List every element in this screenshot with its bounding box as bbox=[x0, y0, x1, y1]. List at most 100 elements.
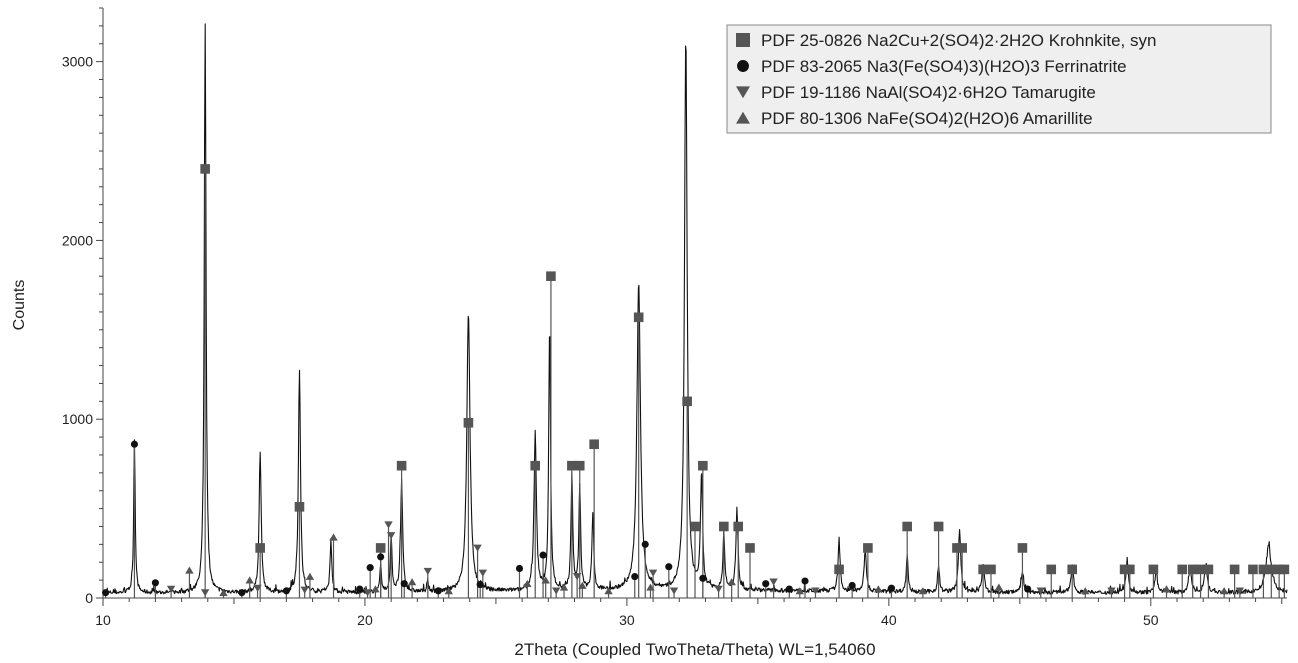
marker-triangle-up bbox=[541, 576, 550, 584]
y-tick-label: 1000 bbox=[62, 411, 93, 427]
marker-triangle-down bbox=[300, 586, 309, 594]
y-tick-label: 3000 bbox=[62, 54, 93, 70]
marker-square bbox=[1279, 564, 1290, 575]
marker-square bbox=[698, 460, 708, 471]
marker-circle bbox=[801, 577, 809, 585]
marker-square bbox=[1274, 564, 1284, 575]
marker-triangle-down bbox=[423, 567, 433, 575]
marker-square bbox=[255, 543, 265, 553]
marker-circle bbox=[539, 551, 547, 559]
marker-square bbox=[1119, 564, 1130, 575]
marker-square bbox=[733, 521, 744, 532]
legend-label: PDF 25-0826 Na2Cu+2(SO4)2·2H2O Krohnkite… bbox=[761, 31, 1156, 50]
marker-square bbox=[957, 543, 967, 553]
marker-square bbox=[690, 521, 700, 532]
marker-triangle-up bbox=[1162, 585, 1171, 593]
marker-circle bbox=[515, 564, 524, 573]
marker-triangle-up bbox=[604, 587, 613, 595]
legend-item: PDF 25-0826 Na2Cu+2(SO4)2·2H2O Krohnkite… bbox=[736, 31, 1156, 50]
y-tick-label: 0 bbox=[85, 590, 93, 606]
marker-triangle-up bbox=[371, 585, 380, 593]
marker-triangle-down bbox=[669, 587, 679, 595]
marker-square bbox=[682, 396, 692, 407]
marker-triangle-down bbox=[473, 544, 482, 552]
legend-item: PDF 80-1306 NaFe(SO4)2(H2O)6 Amarillite bbox=[736, 109, 1093, 128]
legend: PDF 25-0826 Na2Cu+2(SO4)2·2H2O Krohnkite… bbox=[726, 24, 1272, 134]
marker-square bbox=[1266, 564, 1277, 575]
y-axis-label: Counts bbox=[11, 280, 28, 331]
marker-triangle-down bbox=[386, 532, 396, 540]
marker-square bbox=[978, 564, 988, 575]
legend-label: PDF 19-1186 NaAl(SO4)2·6H2O Tamarugite bbox=[761, 83, 1096, 102]
marker-circle bbox=[282, 587, 290, 595]
marker-circle bbox=[848, 581, 856, 590]
marker-triangle-down bbox=[1107, 587, 1116, 595]
marker-triangle-up bbox=[874, 585, 883, 593]
marker-circle bbox=[434, 587, 442, 595]
marker-triangle-up bbox=[245, 576, 254, 584]
marker-triangle-up bbox=[407, 578, 417, 586]
marker-triangle-down bbox=[478, 569, 488, 577]
x-tick-label: 50 bbox=[1143, 612, 1159, 628]
marker-triangle-up bbox=[305, 572, 315, 580]
marker-triangle-down bbox=[253, 584, 262, 592]
y-ticks: 0 1000 2000 3000 bbox=[62, 7, 103, 606]
x-axis-label: 2Theta (Coupled TwoTheta/Theta) WL=1,540… bbox=[514, 640, 875, 659]
marker-square bbox=[1203, 564, 1214, 575]
marker-square bbox=[396, 460, 407, 471]
marker-circle bbox=[641, 540, 649, 548]
marker-circle bbox=[356, 585, 364, 593]
legend-item: PDF 83-2065 Na3(Fe(SO4)3)(H2O)3 Ferrinat… bbox=[737, 57, 1127, 76]
marker-circle bbox=[366, 564, 374, 572]
marker-square bbox=[1248, 564, 1258, 575]
marker-square bbox=[200, 164, 210, 174]
marker-square bbox=[567, 460, 577, 471]
marker-triangle-down bbox=[714, 585, 723, 593]
legend-marker-circle bbox=[737, 60, 749, 72]
marker-square bbox=[1067, 564, 1078, 575]
marker-square bbox=[986, 564, 996, 575]
marker-triangle-up bbox=[523, 579, 532, 588]
marker-circle bbox=[699, 574, 707, 582]
x-tick-label: 30 bbox=[619, 612, 635, 628]
reference-markers bbox=[102, 164, 1290, 597]
marker-triangle-up bbox=[727, 578, 736, 586]
marker-triangle-up bbox=[1081, 587, 1090, 595]
marker-triangle-up bbox=[329, 533, 338, 541]
marker-circle bbox=[785, 585, 793, 593]
marker-circle bbox=[887, 584, 896, 592]
marker-triangle-up bbox=[646, 583, 655, 591]
marker-triangle-up bbox=[185, 566, 194, 574]
marker-square bbox=[1046, 564, 1057, 575]
marker-circle bbox=[400, 580, 408, 588]
marker-triangle-up bbox=[795, 587, 804, 595]
marker-triangle-down bbox=[811, 587, 820, 595]
marker-triangle-down bbox=[363, 589, 372, 597]
legend-label: PDF 80-1306 NaFe(SO4)2(H2O)6 Amarillite bbox=[761, 109, 1093, 128]
marker-triangle-up bbox=[559, 583, 569, 591]
y-tick-label: 2000 bbox=[62, 232, 93, 248]
marker-circle bbox=[130, 440, 139, 448]
marker-square bbox=[633, 312, 644, 323]
marker-circle bbox=[102, 589, 110, 597]
marker-square bbox=[1229, 564, 1240, 575]
marker-square bbox=[745, 543, 755, 553]
marker-square bbox=[1177, 564, 1188, 575]
legend-label: PDF 83-2065 Na3(Fe(SO4)3)(H2O)3 Ferrinat… bbox=[761, 57, 1127, 76]
x-tick-label: 10 bbox=[95, 612, 111, 628]
marker-circle bbox=[631, 572, 639, 581]
marker-square bbox=[294, 502, 305, 512]
marker-circle bbox=[1024, 585, 1032, 593]
legend-marker-square bbox=[736, 33, 750, 47]
marker-square bbox=[546, 271, 556, 281]
marker-square bbox=[863, 543, 873, 553]
marker-square bbox=[933, 521, 944, 532]
marker-square bbox=[719, 521, 729, 532]
x-tick-label: 20 bbox=[357, 612, 373, 628]
marker-circle bbox=[377, 553, 385, 561]
marker-square bbox=[834, 564, 844, 575]
marker-square bbox=[902, 521, 912, 532]
marker-square bbox=[1125, 564, 1135, 575]
marker-triangle-down bbox=[769, 578, 778, 586]
